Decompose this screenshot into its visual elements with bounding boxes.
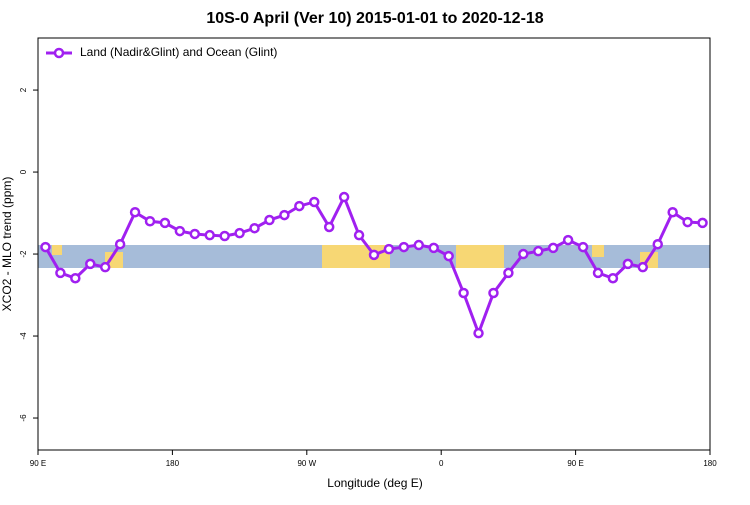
point	[682, 216, 693, 228]
land	[592, 245, 604, 257]
point	[562, 234, 574, 246]
plot-frame	[37, 37, 711, 451]
point	[413, 239, 425, 251]
point	[652, 238, 663, 250]
point	[458, 287, 469, 299]
point	[189, 228, 201, 240]
point	[99, 261, 111, 273]
point	[85, 258, 96, 270]
point	[144, 215, 156, 227]
y-tick-label: -4	[19, 332, 28, 340]
point	[174, 225, 186, 237]
point	[577, 241, 589, 253]
point	[533, 245, 544, 257]
point	[592, 267, 604, 279]
point	[309, 196, 320, 208]
x-tick-label: 90 E	[30, 459, 46, 468]
point	[159, 217, 171, 229]
point	[488, 287, 499, 299]
point	[129, 206, 141, 218]
point	[323, 221, 335, 233]
chart-title: 10S-0 April (Ver 10) 2015-01-01 to 2020-…	[206, 10, 543, 27]
point	[55, 267, 66, 279]
point	[622, 258, 634, 270]
point	[547, 242, 559, 254]
x-tick-label: 180	[166, 459, 180, 468]
y-axis-label: XCO2 - MLO trend (ppm)	[0, 177, 14, 312]
point	[264, 214, 275, 226]
land	[105, 252, 123, 268]
legend-marker	[53, 47, 65, 59]
x-tick-label: 90 W	[297, 459, 316, 468]
point	[428, 242, 439, 254]
point	[473, 327, 484, 339]
point	[697, 217, 708, 229]
point	[398, 241, 410, 253]
x-axis-label: Longitude (deg E)	[327, 476, 422, 490]
legend-label: Land (Nadir&Glint) and Ocean (Glint)	[80, 45, 277, 59]
land	[322, 245, 390, 268]
point	[249, 222, 260, 234]
y-tick-label: -2	[19, 250, 28, 258]
point	[637, 261, 649, 273]
point	[368, 249, 380, 261]
point	[234, 227, 245, 239]
point	[607, 272, 619, 284]
point	[518, 248, 529, 260]
point	[353, 229, 365, 241]
point	[443, 250, 454, 262]
point	[294, 200, 305, 212]
land	[52, 245, 62, 255]
y-tick-label: 0	[19, 169, 28, 174]
x-tick-label: 90 E	[567, 459, 583, 468]
x-tick-label: 180	[703, 459, 717, 468]
point	[114, 238, 126, 250]
y-tick-label: 2	[19, 87, 28, 92]
point	[219, 230, 230, 242]
land	[456, 245, 504, 268]
point	[40, 241, 51, 253]
point	[667, 206, 678, 218]
point	[503, 267, 514, 279]
point	[383, 243, 395, 255]
point	[204, 229, 215, 241]
y-tick-label: -6	[19, 414, 28, 422]
point	[70, 272, 81, 284]
x-tick-label: 0	[439, 459, 444, 468]
point	[338, 191, 350, 203]
point	[279, 209, 290, 221]
